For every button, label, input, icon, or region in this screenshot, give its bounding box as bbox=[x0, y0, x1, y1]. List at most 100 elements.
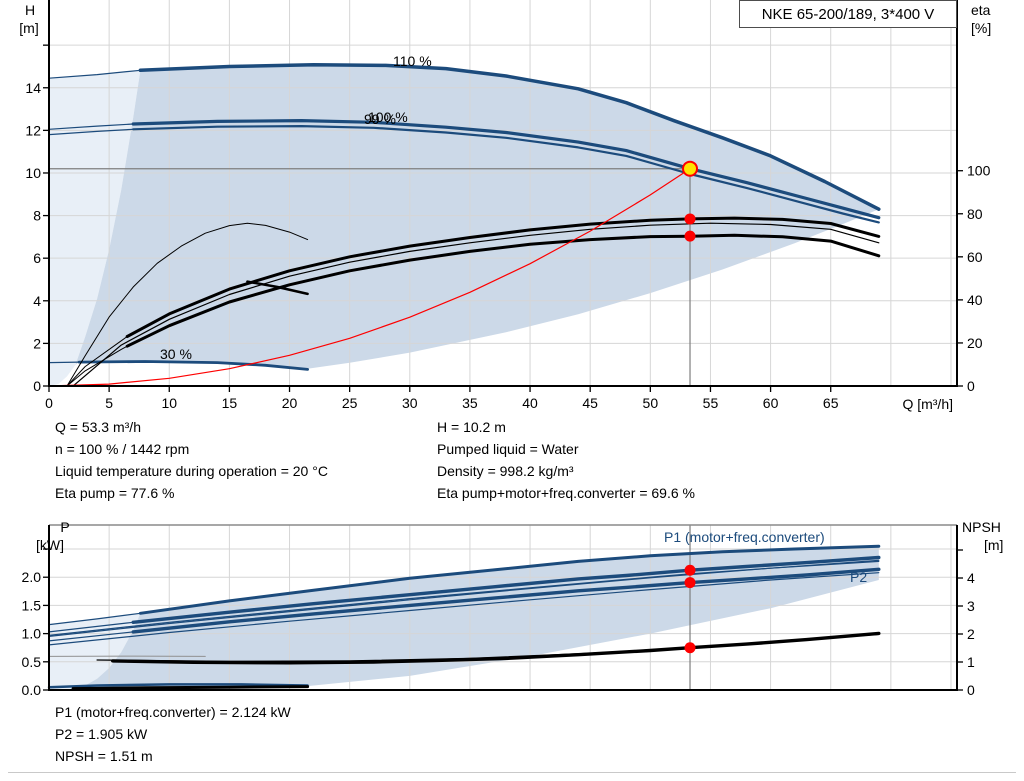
tick-label-x: 20 bbox=[282, 395, 298, 411]
curve-p2-110 bbox=[48, 559, 880, 637]
tick-label-left: 1.5 bbox=[22, 597, 42, 613]
result-p1: P1 (motor+freq.converter) = 2.124 kW bbox=[55, 704, 291, 720]
tick-label-left: 6 bbox=[33, 250, 41, 266]
result-npsh: NPSH = 1.51 m bbox=[55, 748, 153, 764]
p1-marker bbox=[684, 564, 696, 576]
curve-eta-arc-30pct bbox=[66, 222, 309, 387]
eta-pump-marker bbox=[684, 213, 696, 225]
curve-eta-total bbox=[125, 233, 881, 348]
envelope-medium bbox=[75, 64, 879, 369]
p-axis-unit: [kW] bbox=[36, 537, 64, 553]
curve-eta-wing-30pct bbox=[246, 280, 309, 296]
eta-total-marker bbox=[684, 230, 696, 242]
result-block-left: Q = 53.3 m³/h n = 100 % / 1442 rpm Liqui… bbox=[55, 416, 328, 504]
tick-label-x: 30 bbox=[402, 395, 418, 411]
speed-110-label: 110 % bbox=[393, 53, 432, 69]
tick-label-left: 0 bbox=[33, 378, 41, 394]
tick-label-x: 10 bbox=[161, 395, 177, 411]
tick-label-right: 40 bbox=[967, 292, 983, 308]
p2-curve-label: P2 bbox=[850, 569, 868, 585]
npsh-axis-label: NPSH bbox=[962, 519, 1001, 535]
eta-axis-unit: [%] bbox=[971, 20, 992, 36]
q-axis-label: Q [m³/h] bbox=[902, 396, 953, 412]
curve-speed-100-lead bbox=[48, 123, 134, 130]
result-density: Density = 998.2 kg/m³ bbox=[437, 463, 574, 479]
footer-separator bbox=[8, 772, 1016, 773]
pump-model-title: NKE 65-200/189, 3*400 V bbox=[761, 5, 935, 23]
curve-eta-pump-99 bbox=[72, 222, 880, 387]
curve-p1-100-lead bbox=[48, 621, 134, 633]
tick-label-left: 0.5 bbox=[22, 654, 42, 670]
tick-label-right: 4 bbox=[967, 570, 975, 586]
tick-label-left: 1.0 bbox=[22, 626, 42, 642]
tick-label-left: 2.0 bbox=[22, 569, 42, 585]
result-n: n = 100 % / 1442 rpm bbox=[55, 441, 190, 457]
curve-speed-100 bbox=[131, 119, 881, 220]
npsh-marker bbox=[684, 642, 696, 654]
result-eta-pump: Eta pump = 77.6 % bbox=[55, 485, 175, 501]
tick-label-x: 40 bbox=[522, 395, 538, 411]
tick-label-right: 80 bbox=[967, 206, 983, 222]
envelope-pale bbox=[49, 70, 141, 387]
tick-label-x: 60 bbox=[763, 395, 779, 411]
tick-label-right: 100 bbox=[967, 163, 991, 179]
h-axis-unit: [m] bbox=[19, 20, 39, 36]
curve-speed-30-lead bbox=[48, 361, 80, 364]
curve-eta-total-lead bbox=[66, 345, 128, 387]
tick-label-right: 0 bbox=[967, 682, 975, 698]
envelope-medium-p bbox=[70, 546, 879, 689]
p1-curve-label: P1 (motor+freq.converter) bbox=[664, 529, 825, 545]
curve-p-30pct bbox=[47, 683, 309, 689]
curve-p2-99 bbox=[48, 572, 880, 646]
tick-label-right: 20 bbox=[967, 335, 983, 351]
curve-npsh-100 bbox=[111, 631, 881, 665]
tick-label-x: 35 bbox=[462, 395, 478, 411]
p-axis-label: P bbox=[60, 519, 70, 535]
tick-label-left: 0.0 bbox=[22, 682, 42, 698]
curve-system-curve bbox=[48, 168, 691, 387]
tick-label-right: 2 bbox=[967, 626, 975, 642]
curve-speed-30 bbox=[77, 360, 309, 371]
tick-label-x: 55 bbox=[703, 395, 719, 411]
curve-p2-100-lead bbox=[48, 631, 134, 642]
result-eta-total: Eta pump+motor+freq.converter = 69.6 % bbox=[437, 485, 695, 501]
tick-label-x: 65 bbox=[823, 395, 839, 411]
tick-label-left: 12 bbox=[25, 122, 41, 138]
curve-p1-110-lead bbox=[48, 612, 141, 626]
curve-speed-99-lead bbox=[48, 128, 134, 136]
curve-speed-110 bbox=[138, 63, 881, 211]
curve-eta-pump-lead bbox=[66, 336, 128, 387]
tick-label-x: 0 bbox=[45, 395, 53, 411]
tick-label-right: 60 bbox=[967, 249, 983, 265]
curve-speed-110-lead bbox=[48, 69, 141, 79]
result-temp: Liquid temperature during operation = 20… bbox=[55, 463, 328, 479]
tick-label-x: 5 bbox=[105, 395, 113, 411]
speed-100-label: 100 % bbox=[368, 109, 408, 125]
result-p2: P2 = 1.905 kW bbox=[55, 726, 148, 742]
result-liquid: Pumped liquid = Water bbox=[437, 441, 579, 457]
tick-label-x: 15 bbox=[222, 395, 238, 411]
result-q: Q = 53.3 m³/h bbox=[55, 419, 141, 435]
result-block-right: H = 10.2 m Pumped liquid = Water Density… bbox=[437, 416, 695, 504]
result-block-bottom: P1 (motor+freq.converter) = 2.124 kW P2 … bbox=[55, 701, 291, 767]
duty-point-marker[interactable] bbox=[682, 160, 699, 177]
tick-label-right: 0 bbox=[967, 378, 975, 394]
npsh-axis-unit: [m] bbox=[984, 537, 1004, 553]
curve-p1-110 bbox=[138, 544, 881, 615]
curve-p1-100 bbox=[131, 555, 881, 624]
speed-30-label: 30 % bbox=[160, 346, 192, 362]
result-h: H = 10.2 m bbox=[437, 419, 506, 435]
curve-speed-99 bbox=[132, 125, 880, 224]
pump-model-badge: NKE 65-200/189, 3*400 V bbox=[739, 0, 957, 28]
tick-label-left: 14 bbox=[25, 80, 41, 96]
tick-label-right: 1 bbox=[967, 654, 975, 670]
tick-label-x: 45 bbox=[582, 395, 598, 411]
tick-label-right: 3 bbox=[967, 598, 975, 614]
eta-axis-label: eta bbox=[971, 2, 991, 18]
h-axis-label: H bbox=[24, 2, 36, 18]
tick-label-left: 10 bbox=[25, 165, 41, 181]
tick-label-x: 25 bbox=[342, 395, 358, 411]
tick-label-x: 50 bbox=[643, 395, 659, 411]
